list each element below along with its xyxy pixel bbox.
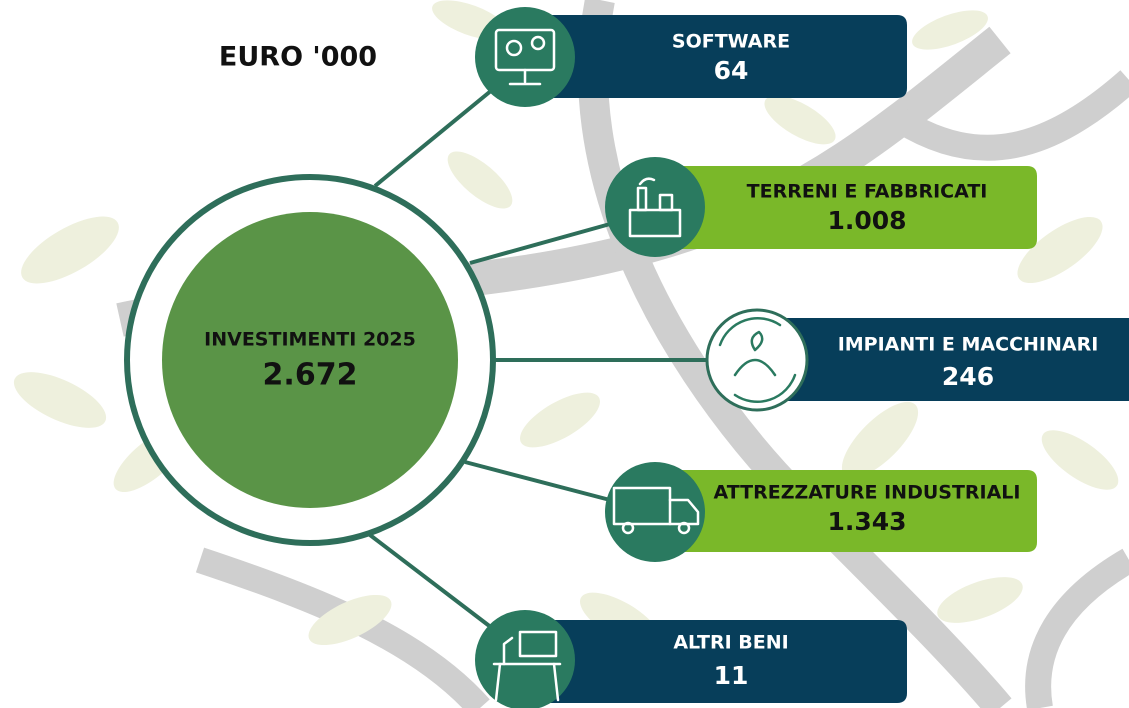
- node-software: SOFTWARE 64: [475, 7, 907, 107]
- node-impianti: IMPIANTI E MACCHINARI 246: [705, 308, 1129, 412]
- node-attrezzature: ATTREZZATURE INDUSTRIALI 1.343: [605, 462, 1037, 562]
- node-label: ATTREZZATURE INDUSTRIALI: [714, 482, 1021, 504]
- node-value: 1.343: [827, 507, 906, 536]
- node-value: 64: [714, 56, 749, 85]
- node-label: SOFTWARE: [672, 31, 790, 53]
- center-label: INVESTIMENTI 2025: [204, 329, 416, 351]
- node-value: 11: [714, 661, 749, 690]
- center-value: 2.672: [263, 358, 358, 393]
- unit-label: EURO '000: [219, 42, 377, 73]
- node-label: TERRENI E FABBRICATI: [747, 181, 988, 203]
- center-node: INVESTIMENTI 2025 2.672: [124, 174, 496, 546]
- connectors: [368, 88, 712, 630]
- node-altri-beni: ALTRI BENI 11: [475, 610, 907, 708]
- node-value: 1.008: [827, 206, 906, 235]
- node-label: ALTRI BENI: [673, 632, 788, 654]
- node-value: 246: [942, 362, 994, 391]
- node-label: IMPIANTI E MACCHINARI: [838, 334, 1099, 356]
- node-terreni: TERRENI E FABBRICATI 1.008: [605, 157, 1037, 257]
